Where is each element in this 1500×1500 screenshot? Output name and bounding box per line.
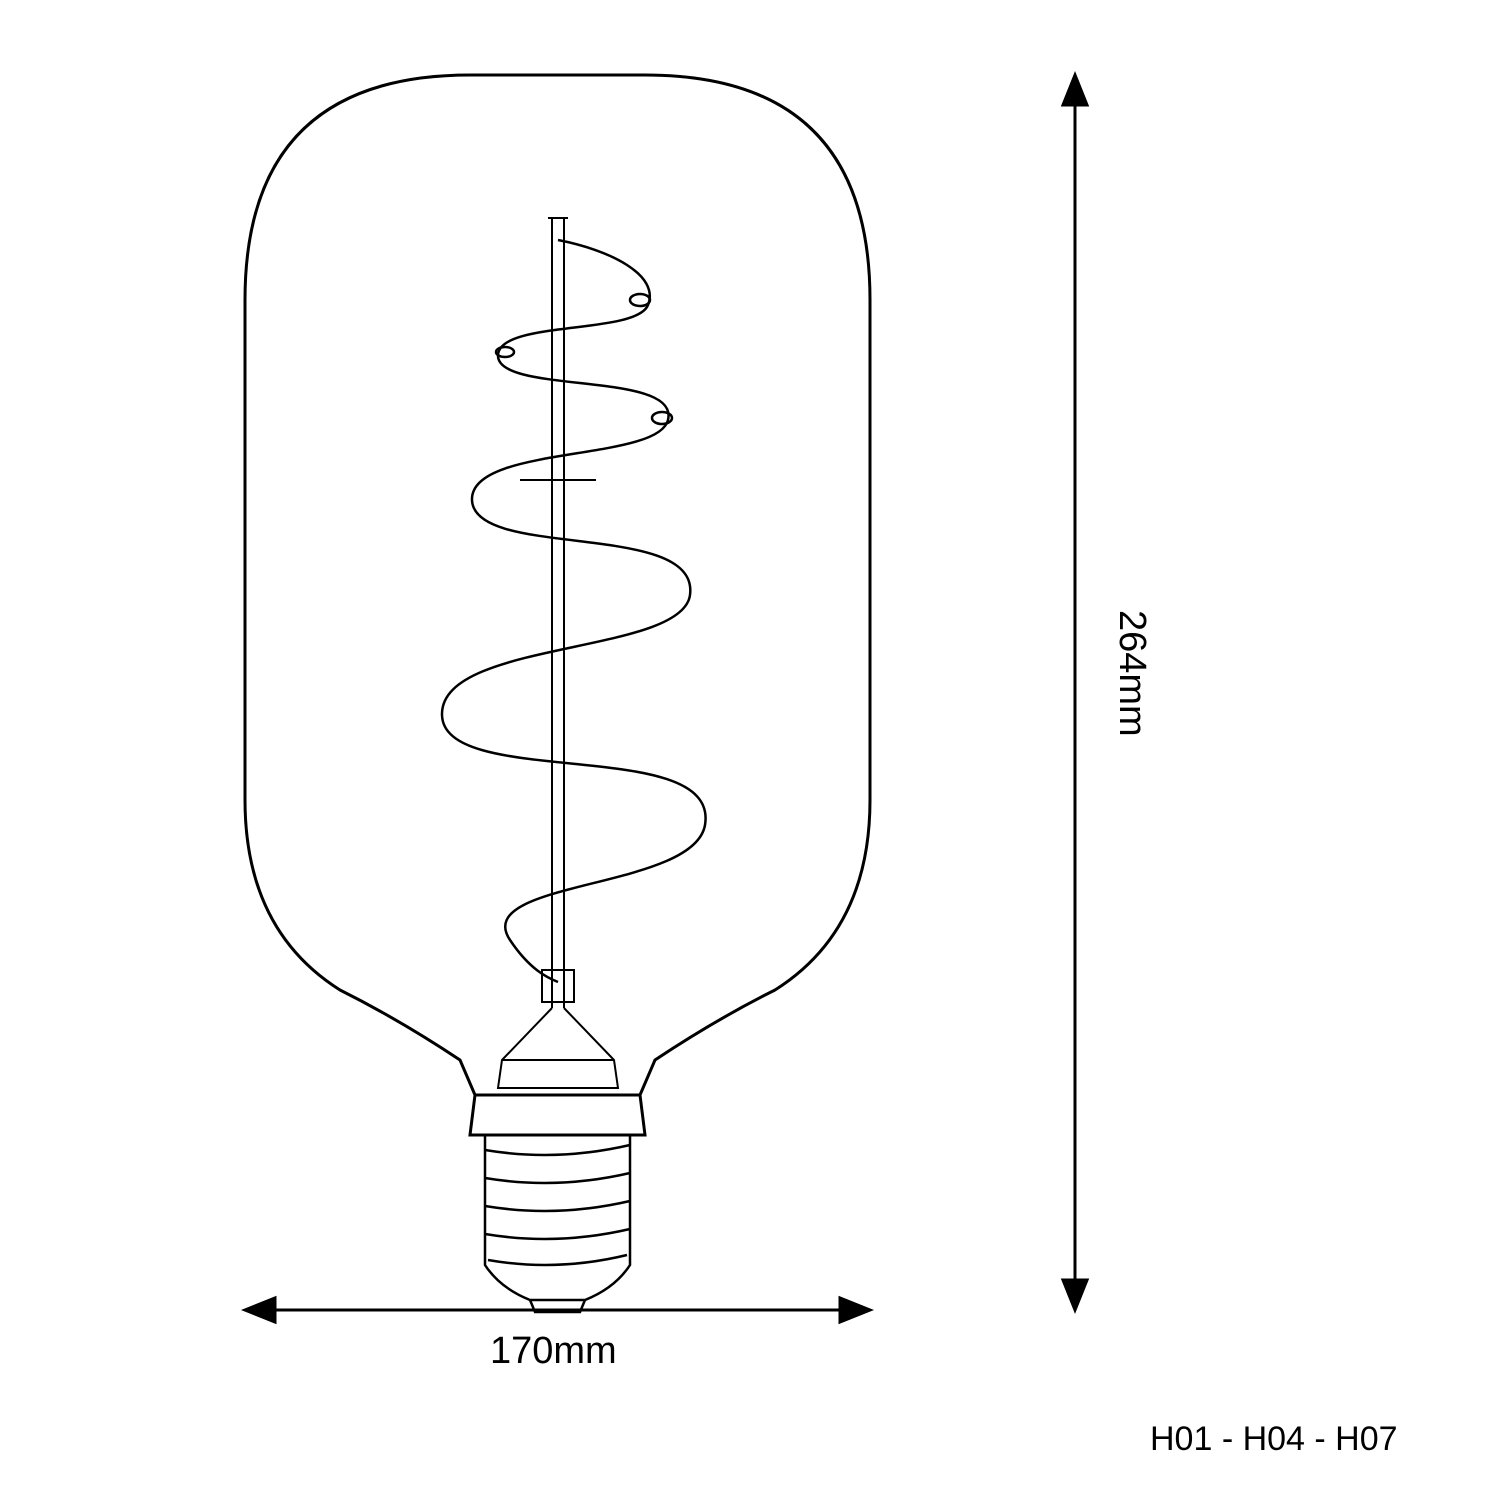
technical-drawing: 170mm 264mm H01 - H04 - H07 [0, 0, 1500, 1500]
height-dimension-arrow [1063, 75, 1087, 1310]
bulb-spiral-filament [442, 240, 706, 982]
bulb-outline [245, 75, 870, 1095]
bulb-drawing-svg [0, 0, 1500, 1500]
bulb-stem [498, 218, 618, 1088]
width-dimension-arrow [245, 1298, 870, 1322]
model-code-label: H01 - H04 - H07 [1150, 1420, 1398, 1459]
height-dimension-label: 264mm [1110, 610, 1153, 737]
bulb-neck-collar [470, 1095, 645, 1135]
bulb-screw-base [485, 1135, 630, 1312]
width-dimension-label: 170mm [490, 1330, 617, 1373]
